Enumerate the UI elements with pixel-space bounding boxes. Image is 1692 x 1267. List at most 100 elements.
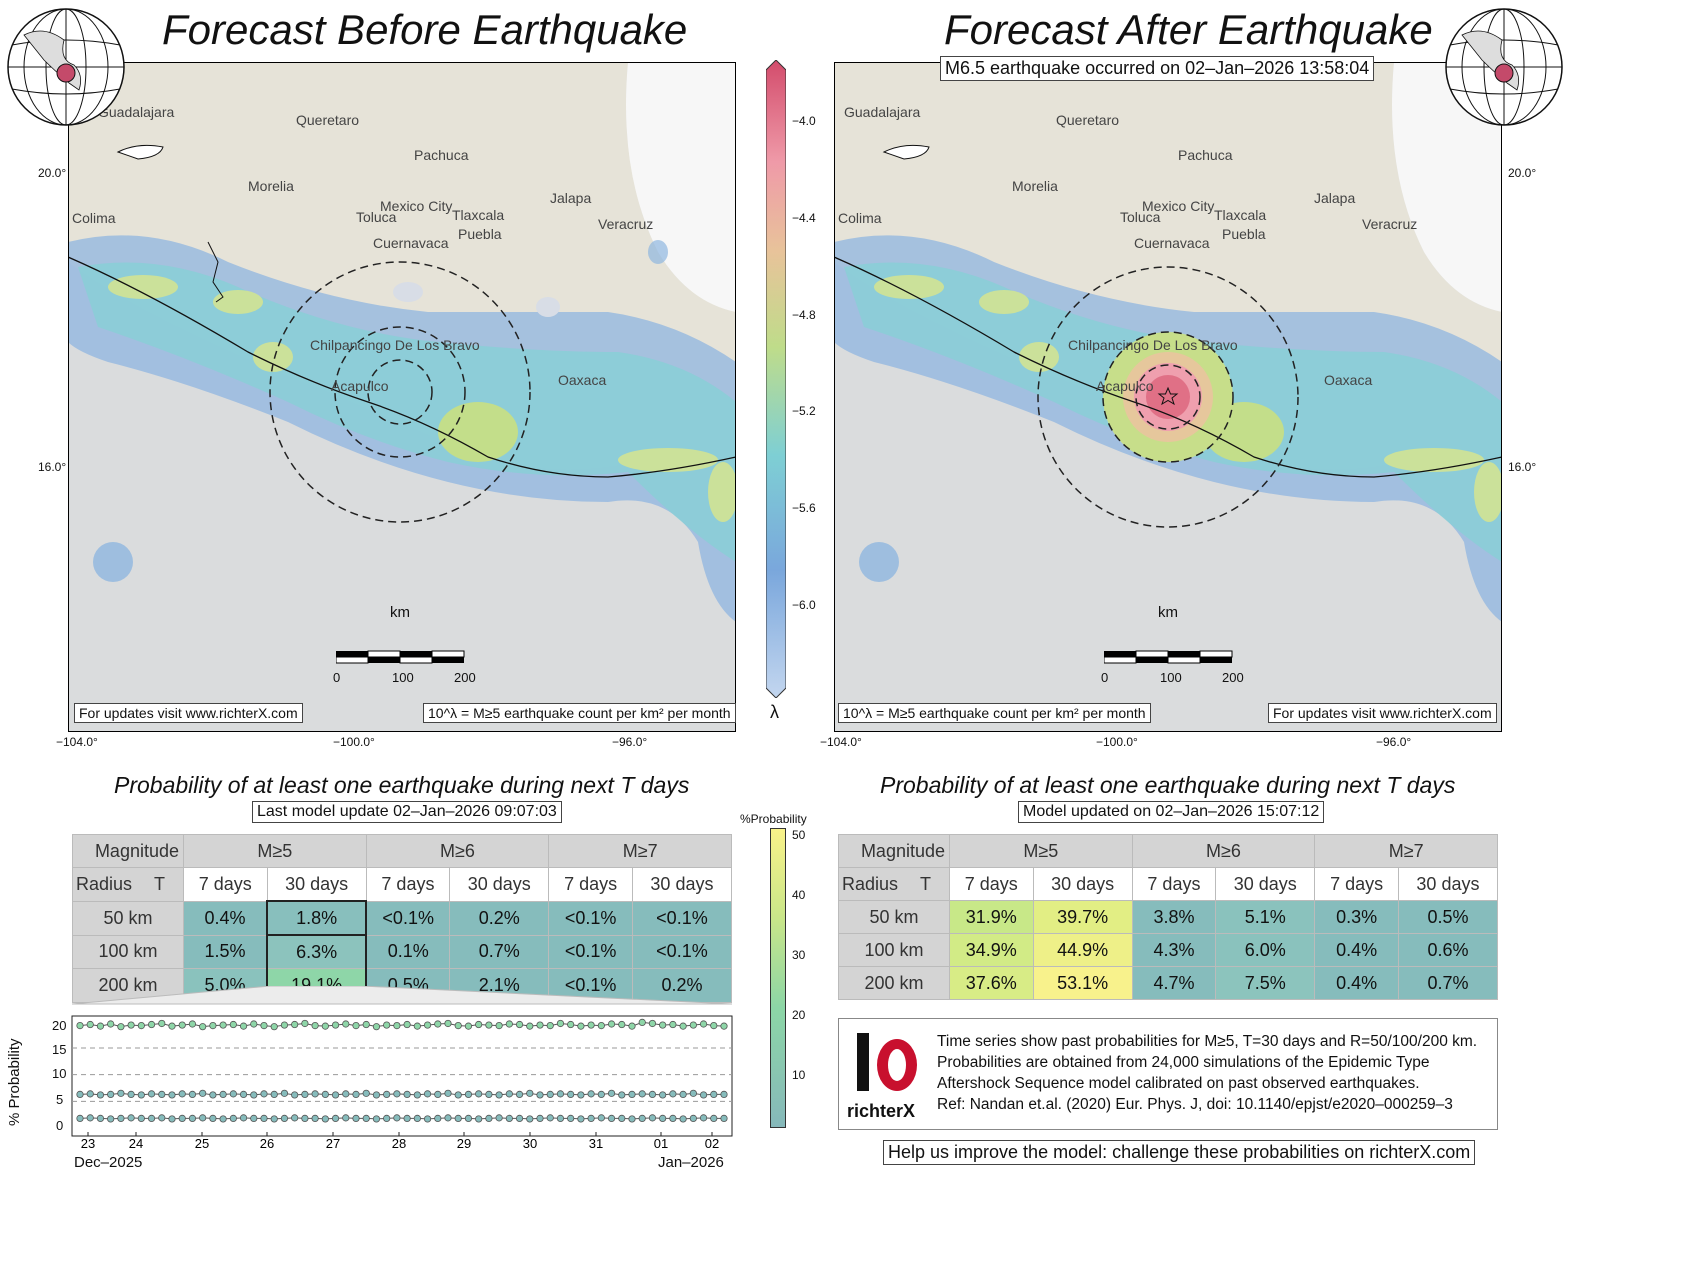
series-point (597, 1114, 605, 1122)
series-point (383, 1114, 391, 1122)
table-row: 100 km 34.9% 44.9% 4.3% 6.0% 0.4% 0.6% (838, 933, 1499, 967)
period-col: 7 days (949, 867, 1034, 901)
series-point (342, 1090, 350, 1098)
prob-cell: 0.4% (1314, 933, 1399, 967)
series-point (485, 1021, 493, 1029)
series-point (96, 1114, 105, 1122)
city-label: Colima (72, 210, 116, 226)
series-point (505, 1090, 513, 1098)
series-point (219, 1090, 227, 1099)
series-point (239, 1090, 248, 1099)
series-point (137, 1114, 145, 1122)
right-update-time: Model updated on 02–Jan–2026 15:07:12 (1018, 801, 1325, 823)
city-label: Veracruz (1362, 216, 1418, 232)
prob-cell: 5.1% (1215, 900, 1316, 934)
magnitude-header: Magnitude (838, 834, 950, 868)
series-point (403, 1090, 411, 1099)
right-footer-lambda: 10^λ = M≥5 earthquake count per km² per … (838, 703, 1151, 723)
probability-timeseries-chart: 23 24 25 26 27 28 29 30 31 01 02 (71, 986, 733, 1151)
credits-text: Time series show past probabilities for … (937, 1031, 1477, 1115)
series-point (260, 1090, 268, 1098)
radius-cell: 50 km (72, 900, 184, 936)
city-label: Queretaro (1056, 112, 1120, 128)
globe-icon (7, 8, 125, 126)
lat-label: 16.0° (1508, 460, 1537, 474)
series-point (699, 1114, 708, 1122)
series-point (331, 1091, 340, 1099)
series-point (689, 1114, 697, 1122)
series-point (475, 1115, 483, 1123)
series-point (403, 1020, 411, 1029)
series-point (536, 1021, 544, 1029)
series-point (280, 1114, 289, 1122)
series-point (168, 1115, 176, 1123)
series-point (659, 1114, 667, 1122)
help-link[interactable]: Help us improve the model: challenge the… (883, 1140, 1476, 1165)
series-point (250, 1020, 258, 1028)
scalebar-label: 0 (1101, 670, 1109, 685)
series-point (362, 1114, 370, 1122)
prob-colorbar (770, 828, 786, 1128)
chart-xtick: 27 (326, 1136, 340, 1151)
city-label: Cuernavaca (1134, 235, 1210, 251)
city-label: Morelia (1012, 178, 1058, 194)
series-point (96, 1091, 105, 1099)
series-point (270, 1023, 278, 1031)
series-point (720, 1022, 728, 1030)
city-label: Acapulco (1096, 378, 1154, 394)
series-point (393, 1021, 401, 1030)
prob-cell: 0.5% (1397, 900, 1499, 934)
lat-label: 20.0° (1508, 166, 1537, 180)
radius-cell: 50 km (838, 900, 950, 934)
lon-label: −96.0° (1376, 735, 1412, 749)
credits-box: richterX Time series show past probabili… (838, 1018, 1498, 1130)
series-point (260, 1021, 268, 1030)
series-point (607, 1114, 616, 1122)
series-point (219, 1021, 227, 1029)
series-point (311, 1021, 319, 1030)
series-point (209, 1091, 217, 1099)
series-point (546, 1090, 554, 1099)
series-point (260, 1114, 268, 1122)
period-col: 7 days (1131, 867, 1217, 901)
mag-col: M≥6 (1131, 834, 1316, 868)
series-point (515, 1114, 524, 1122)
series-point (188, 1020, 197, 1028)
series-point (301, 1019, 309, 1028)
series-point (577, 1091, 585, 1099)
chart-xtick: 25 (195, 1136, 209, 1151)
left-footer-lambda: 10^λ = M≥5 earthquake count per km² per … (423, 703, 736, 723)
prob-cell: 0.7% (1397, 966, 1499, 1000)
series-point (648, 1114, 657, 1122)
radius-cell: 100 km (838, 933, 950, 967)
series-point (117, 1023, 125, 1031)
series-point (423, 1115, 432, 1123)
series-point (270, 1115, 278, 1123)
series-point (372, 1023, 381, 1031)
prob-tick: 20 (792, 1008, 806, 1022)
series-line (79, 1092, 724, 1096)
lambda-symbol: λ (770, 702, 779, 722)
prob-cell: 34.9% (949, 933, 1034, 967)
prob-cell: <0.1% (631, 900, 733, 936)
series-point (567, 1114, 575, 1122)
series-point (209, 1021, 217, 1030)
series-point (76, 1021, 84, 1030)
series-point (454, 1021, 462, 1030)
series-point (188, 1114, 197, 1122)
city-label: Guadalajara (844, 104, 921, 120)
city-label: Pachuca (1178, 147, 1233, 163)
series-point (434, 1020, 442, 1028)
globe-icon (1445, 8, 1563, 126)
series-point (536, 1114, 544, 1122)
lat-label: 20.0° (38, 166, 67, 180)
mag-col: M≥7 (548, 834, 732, 868)
series-point (413, 1114, 421, 1122)
series-point (127, 1114, 135, 1122)
series-point (362, 1020, 370, 1029)
prob-cell: <0.1% (548, 934, 633, 969)
series-point (495, 1021, 503, 1030)
series-point (178, 1090, 186, 1098)
right-probability-table: Magnitude M≥5 M≥6 M≥7 Radius T 7 days 30 … (838, 834, 1499, 1000)
lambda-tick: −4.0 (792, 114, 816, 128)
